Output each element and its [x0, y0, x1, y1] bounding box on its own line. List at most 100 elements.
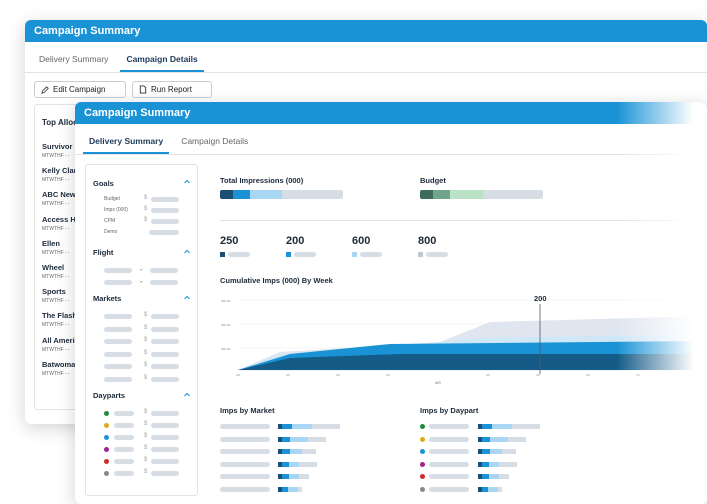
row-value-segment [278, 424, 282, 429]
allocation-item-name[interactable]: Access Hol [42, 214, 83, 224]
chart-y-tick: 000.00 [221, 323, 231, 327]
daypart-color-dot [104, 447, 109, 452]
flight-heading[interactable]: Flight [93, 248, 114, 257]
front-tab-campaign-details[interactable]: Campaign Details [181, 136, 249, 146]
allocation-item-name[interactable]: ABC News [42, 190, 80, 200]
back-tab-campaign-details[interactable]: Campaign Details [120, 54, 204, 72]
flight-date-input [104, 280, 132, 285]
market-name-bar [104, 314, 132, 319]
row-value-segment [508, 436, 526, 442]
chart-x-ticks: 0/0 0/0 0/0 0/0 0/0 0/0 0/0 0/0 [236, 373, 641, 377]
back-tab-delivery-summary[interactable]: Delivery Summary [39, 54, 109, 64]
dollar-sign-icon: $ [144, 337, 148, 343]
stat-legend-swatch [220, 252, 225, 257]
allocation-item-name[interactable]: Kelly Clark [42, 166, 81, 176]
allocation-item-name[interactable]: The Flash [42, 311, 78, 321]
chart-x-tick: 0/0 [486, 373, 491, 377]
row-value-segment [478, 486, 482, 492]
row-value-segment [478, 461, 482, 467]
daypart-color-dot [420, 436, 425, 442]
row-label-bar [220, 424, 270, 429]
row-value-segment [289, 461, 299, 467]
allocation-item-name[interactable]: Survivor [42, 142, 73, 151]
daypart-name-bar [114, 471, 134, 476]
row-label-bar [220, 461, 270, 467]
daypart-color-dot [104, 435, 109, 440]
row-value-segment [282, 436, 290, 442]
row-value-segment [488, 486, 498, 492]
daypart-color-dot [104, 411, 109, 416]
daypart-color-dot [104, 423, 109, 428]
row-label-bar [429, 436, 469, 442]
stat-label-bar [294, 252, 316, 257]
row-value-segment [482, 474, 489, 479]
row-value-segment [278, 486, 282, 492]
market-name-bar [104, 364, 132, 369]
allocation-item-name[interactable]: All Americ [42, 335, 79, 345]
chevron-up-icon[interactable] [184, 249, 190, 254]
allocation-item-name[interactable]: Wheel [42, 263, 65, 272]
dollar-sign-icon: $ [144, 374, 148, 381]
dollar-sign-icon: $ [144, 433, 148, 439]
daypart-value-input [151, 423, 179, 428]
run-report-label: Run Report [151, 85, 192, 94]
stat-label-bar [360, 252, 382, 257]
dollar-sign-icon: $ [144, 312, 148, 318]
chart-x-tick: 0/0 [586, 373, 591, 377]
dollar-sign-icon: $ [144, 469, 148, 475]
chevron-up-icon[interactable] [184, 392, 190, 397]
dollar-sign-icon: $ [144, 445, 148, 451]
imps-by-daypart-title: Imps by Daypart [420, 406, 479, 415]
dayparts-heading[interactable]: Dayparts [93, 391, 126, 400]
chevron-up-icon[interactable] [184, 295, 190, 300]
markets-heading[interactable]: Markets [93, 294, 122, 303]
row-value-segment [482, 449, 490, 454]
front-window: Campaign Summary Delivery Summary Campai… [75, 102, 707, 504]
market-value-input [151, 376, 179, 382]
market-value-input [151, 326, 179, 332]
back-tab-bar: Delivery Summary Campaign Details [25, 42, 707, 73]
front-tab-delivery-summary[interactable]: Delivery Summary [83, 136, 170, 154]
row-value-segment [499, 474, 509, 479]
row-label-bar [429, 474, 469, 479]
goal-value-input [151, 219, 179, 224]
allocation-item-name[interactable]: Batwoma [42, 359, 76, 369]
market-name-bar [104, 326, 132, 332]
row-value-segment [490, 449, 502, 454]
total-impressions-bar [220, 190, 343, 199]
market-value-input [151, 364, 179, 369]
pencil-icon [41, 85, 49, 94]
imps-by-market-title: Imps by Market [220, 406, 275, 415]
chart-x-tick: 0/0 [636, 373, 641, 377]
row-value-segment [290, 449, 302, 454]
goals-heading[interactable]: Goals [93, 179, 114, 188]
row-value-segment [278, 449, 282, 454]
total-impressions-label: Total Impressions (000) [220, 176, 304, 185]
row-value-segment [282, 474, 289, 479]
row-value-segment [490, 436, 508, 442]
dollar-sign-icon: $ [144, 349, 148, 356]
daypart-color-dot [420, 474, 425, 479]
daypart-color-dot [420, 486, 425, 492]
daypart-value-input [151, 435, 179, 440]
goal-value-input [151, 208, 179, 213]
row-label-bar [429, 449, 469, 454]
row-value-segment [289, 474, 299, 479]
row-value-segment [482, 436, 490, 442]
row-value-segment [482, 424, 492, 429]
allocation-item-days: MTWTHF - - [42, 370, 70, 377]
allocation-item-name[interactable]: Ellen [42, 238, 60, 248]
daypart-color-dot [420, 449, 425, 454]
flight-date-input [104, 268, 132, 273]
edit-campaign-button[interactable]: Edit Campaign [34, 81, 126, 98]
run-report-button[interactable]: Run Report [132, 81, 212, 98]
front-tab-bar: Delivery Summary Campaign Details [75, 124, 707, 155]
row-label-bar [429, 424, 469, 429]
chart-x-tick-mid: 4/9 [435, 380, 441, 385]
chart-area-actual [238, 354, 707, 370]
back-panel-title: Top Alloc [42, 118, 78, 127]
allocation-item-name[interactable]: Sports [42, 287, 66, 297]
row-value-segment [290, 436, 308, 442]
row-value-segment [298, 486, 302, 492]
chevron-up-icon[interactable] [184, 179, 190, 184]
